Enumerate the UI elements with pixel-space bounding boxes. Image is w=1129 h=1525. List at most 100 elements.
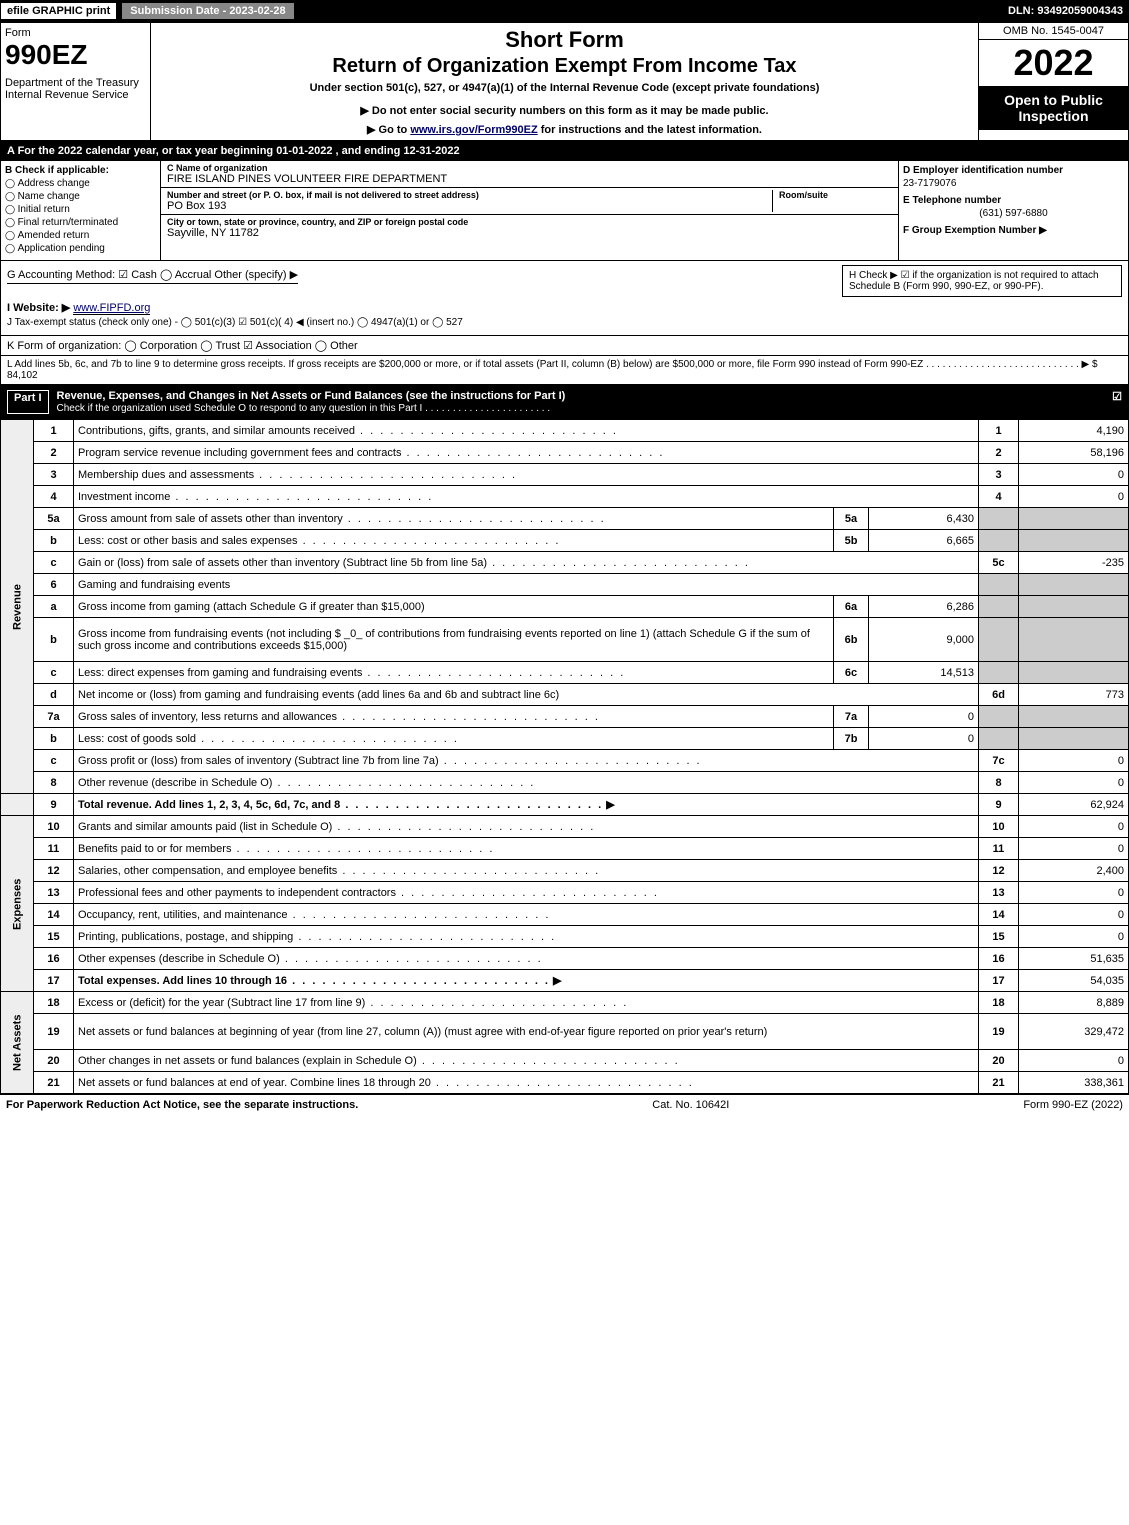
l5b-n: b [34,530,74,552]
l8-a: 0 [1019,772,1129,794]
l20-d: Other changes in net assets or fund bala… [74,1050,979,1072]
submission-date: Submission Date - 2023-02-28 [121,2,294,20]
col-d: D Employer identification number 23-7179… [898,161,1128,260]
l6c-d: Less: direct expenses from gaming and fu… [74,662,834,684]
department: Department of the Treasury Internal Reve… [5,77,146,101]
l3-a: 0 [1019,464,1129,486]
l7a-shade2 [1019,706,1129,728]
h-box: H Check ▶ ☑ if the organization is not r… [842,265,1122,297]
part1-checkbox[interactable]: ☑ [1112,390,1122,414]
part1-title-text: Revenue, Expenses, and Changes in Net As… [57,390,566,402]
lines-table: Revenue 1 Contributions, gifts, grants, … [0,419,1129,1094]
irs-link[interactable]: www.irs.gov/Form990EZ [410,124,537,136]
org-city: Sayville, NY 11782 [167,227,892,239]
goto-pre: ▶ Go to [367,124,410,136]
l6c-sn: 6c [834,662,869,684]
l1-n: 1 [34,420,74,442]
l20-a: 0 [1019,1050,1129,1072]
l5a-n: 5a [34,508,74,530]
l5a-shade2 [1019,508,1129,530]
arrow-icon: ▶ [606,799,614,811]
chk-address-change[interactable]: Address change [5,178,156,189]
l7a-n: 7a [34,706,74,728]
expenses-label: Expenses [1,816,34,992]
goto-line: ▶ Go to www.irs.gov/Form990EZ for instru… [159,123,970,136]
omb-number: OMB No. 1545-0047 [979,23,1128,40]
l7b-shade [979,728,1019,750]
l6a-d: Gross income from gaming (attach Schedul… [74,596,834,618]
l20-n: 20 [34,1050,74,1072]
part1-sub: Check if the organization used Schedule … [57,403,551,414]
l19-d: Net assets or fund balances at beginning… [74,1014,979,1050]
j-tax-exempt: J Tax-exempt status (check only one) - ◯… [7,317,1122,328]
c-city-label: City or town, state or province, country… [167,217,892,227]
chk-initial-return[interactable]: Initial return [5,204,156,215]
c-city-row: City or town, state or province, country… [161,215,898,241]
chk-application-pending[interactable]: Application pending [5,243,156,254]
l17-r: 17 [979,970,1019,992]
l6d-d: Net income or (loss) from gaming and fun… [74,684,979,706]
row-g-h-i-j: H Check ▶ ☑ if the organization is not r… [0,261,1129,336]
l-text: L Add lines 5b, 6c, and 7b to line 9 to … [7,359,1089,370]
l13-d: Professional fees and other payments to … [74,882,979,904]
l1-d: Contributions, gifts, grants, and simila… [74,420,979,442]
under-section: Under section 501(c), 527, or 4947(a)(1)… [159,82,970,94]
l2-a: 58,196 [1019,442,1129,464]
c-name-row: C Name of organization FIRE ISLAND PINES… [161,161,898,188]
netassets-label: Net Assets [1,992,34,1094]
l6c-sa: 14,513 [869,662,979,684]
l15-a: 0 [1019,926,1129,948]
l18-r: 18 [979,992,1019,1014]
l5b-sn: 5b [834,530,869,552]
l15-r: 15 [979,926,1019,948]
chk-amended-return[interactable]: Amended return [5,230,156,241]
l4-n: 4 [34,486,74,508]
l11-d: Benefits paid to or for members [74,838,979,860]
l7b-sa: 0 [869,728,979,750]
l2-d: Program service revenue including govern… [74,442,979,464]
row-k: K Form of organization: ◯ Corporation ◯ … [0,336,1129,356]
part1-header: Part I Revenue, Expenses, and Changes in… [0,385,1129,419]
header: Form 990EZ Department of the Treasury In… [0,22,1129,141]
website-link[interactable]: www.FIPFD.org [73,302,150,315]
l6b-n: b [34,618,74,662]
ein-label: D Employer identification number [903,165,1124,176]
row-l: L Add lines 5b, 6c, and 7b to line 9 to … [0,356,1129,385]
l7a-sa: 0 [869,706,979,728]
l14-r: 14 [979,904,1019,926]
l17-a: 54,035 [1019,970,1129,992]
l16-d: Other expenses (describe in Schedule O) [74,948,979,970]
l1-a: 4,190 [1019,420,1129,442]
l14-n: 14 [34,904,74,926]
l11-r: 11 [979,838,1019,860]
i-website: I Website: ▶ www.FIPFD.org [7,301,1122,314]
l6a-sa: 6,286 [869,596,979,618]
l9-r: 9 [979,794,1019,816]
l19-n: 19 [34,1014,74,1050]
efile-label: efile GRAPHIC print [0,2,117,20]
l14-d: Occupancy, rent, utilities, and maintena… [74,904,979,926]
chk-name-change[interactable]: Name change [5,191,156,202]
l7a-sn: 7a [834,706,869,728]
l15-d: Printing, publications, postage, and shi… [74,926,979,948]
l9-d: Total revenue. Add lines 1, 2, 3, 4, 5c,… [74,794,979,816]
room-suite: Room/suite [772,190,892,212]
l7b-shade2 [1019,728,1129,750]
l6a-shade2 [1019,596,1129,618]
footer-cat: Cat. No. 10642I [652,1099,729,1111]
l21-n: 21 [34,1072,74,1094]
room-label: Room/suite [779,190,892,200]
l16-r: 16 [979,948,1019,970]
chk-final-return[interactable]: Final return/terminated [5,217,156,228]
l5a-sa: 6,430 [869,508,979,530]
l17-n: 17 [34,970,74,992]
l5b-shade [979,530,1019,552]
l10-a: 0 [1019,816,1129,838]
l19-a: 329,472 [1019,1014,1129,1050]
c-addr-row: Number and street (or P. O. box, if mail… [161,188,898,215]
tel-value: (631) 597-6880 [903,208,1124,219]
footer-right: Form 990-EZ (2022) [1023,1099,1123,1111]
ein-value: 23-7179076 [903,178,1124,189]
l6b-shade [979,618,1019,662]
l12-r: 12 [979,860,1019,882]
